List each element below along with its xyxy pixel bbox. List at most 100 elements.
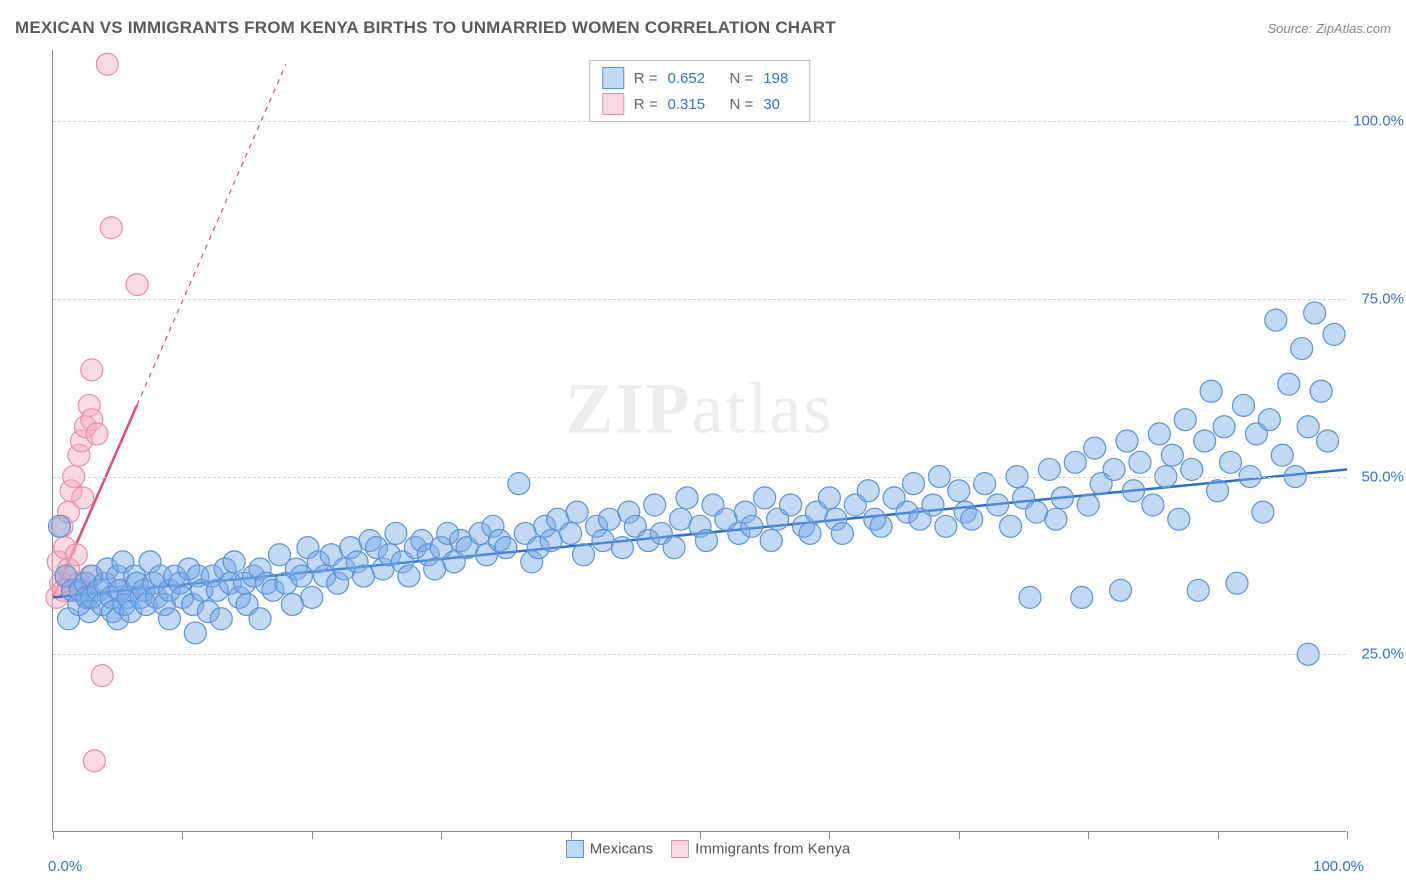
data-point — [1213, 416, 1235, 438]
data-point — [281, 594, 303, 616]
data-point — [857, 480, 879, 502]
data-point — [870, 515, 892, 537]
gridline — [53, 299, 1346, 300]
data-point — [1019, 586, 1041, 608]
data-point — [1077, 494, 1099, 516]
source-prefix: Source: — [1267, 21, 1315, 36]
r-label: R = — [634, 70, 658, 87]
data-point — [1304, 302, 1326, 324]
data-point — [1000, 515, 1022, 537]
x-tick — [1218, 831, 1219, 839]
data-point — [611, 537, 633, 559]
data-point — [65, 544, 87, 566]
data-point — [81, 359, 103, 381]
data-point — [754, 487, 776, 509]
data-point — [1252, 501, 1274, 523]
data-point — [184, 622, 206, 644]
x-tick — [1347, 831, 1348, 839]
data-point — [1025, 501, 1047, 523]
data-point — [1226, 572, 1248, 594]
data-point — [948, 480, 970, 502]
x-tick — [959, 831, 960, 839]
data-point — [592, 530, 614, 552]
x-tick — [312, 831, 313, 839]
n-value: 30 — [763, 96, 797, 113]
data-point — [1220, 451, 1242, 473]
data-point — [1161, 444, 1183, 466]
data-point — [566, 501, 588, 523]
x-tick — [1088, 831, 1089, 839]
data-point — [540, 530, 562, 552]
data-point — [91, 665, 113, 687]
data-point — [1278, 373, 1300, 395]
chart-header: MEXICAN VS IMMIGRANTS FROM KENYA BIRTHS … — [15, 18, 1391, 38]
n-label: N = — [730, 70, 754, 87]
data-point — [922, 494, 944, 516]
data-point — [72, 487, 94, 509]
scatter-svg — [53, 50, 1346, 831]
data-point — [1110, 579, 1132, 601]
data-point — [780, 494, 802, 516]
data-point — [83, 750, 105, 772]
data-point — [385, 522, 407, 544]
data-point — [1051, 487, 1073, 509]
data-point — [100, 217, 122, 239]
r-label: R = — [634, 96, 658, 113]
data-point — [158, 608, 180, 630]
data-point — [961, 508, 983, 530]
x-tick — [700, 831, 701, 839]
y-tick-label: 25.0% — [1361, 646, 1404, 663]
stats-legend: R =0.652N =198R =0.315N =30 — [589, 60, 811, 122]
data-point — [935, 515, 957, 537]
data-point — [1148, 423, 1170, 445]
data-point — [96, 53, 118, 75]
y-tick-label: 50.0% — [1361, 468, 1404, 485]
gridline — [53, 654, 1346, 655]
data-point — [249, 608, 271, 630]
n-value: 198 — [763, 70, 797, 87]
y-tick-label: 75.0% — [1361, 290, 1404, 307]
data-point — [398, 565, 420, 587]
data-point — [695, 530, 717, 552]
x-tick — [829, 831, 830, 839]
data-point — [1071, 586, 1093, 608]
legend-label-kenya: Immigrants from Kenya — [695, 841, 850, 858]
source-name: ZipAtlas.com — [1316, 21, 1391, 36]
data-point — [1291, 338, 1313, 360]
data-point — [1142, 494, 1164, 516]
x-max-label: 100.0% — [1313, 858, 1364, 875]
data-point — [1310, 380, 1332, 402]
data-point — [1258, 409, 1280, 431]
data-point — [1174, 409, 1196, 431]
data-point — [1122, 480, 1144, 502]
x-tick — [571, 831, 572, 839]
data-point — [301, 586, 323, 608]
data-point — [1129, 451, 1151, 473]
data-point — [831, 522, 853, 544]
x-min-label: 0.0% — [48, 858, 82, 875]
data-point — [126, 274, 148, 296]
data-point — [799, 522, 821, 544]
data-point — [760, 530, 782, 552]
data-point — [1207, 480, 1229, 502]
data-point — [1323, 323, 1345, 345]
data-point — [1265, 309, 1287, 331]
data-point — [353, 565, 375, 587]
data-point — [1168, 508, 1190, 530]
series-legend: Mexicans Immigrants from Kenya — [52, 840, 1346, 858]
data-point — [424, 558, 446, 580]
legend-swatch — [671, 840, 689, 858]
data-point — [1084, 437, 1106, 459]
legend-label-mexicans: Mexicans — [590, 841, 653, 858]
data-point — [1187, 579, 1209, 601]
data-point — [495, 537, 517, 559]
x-tick — [441, 831, 442, 839]
data-point — [86, 423, 108, 445]
r-value: 0.315 — [668, 96, 720, 113]
data-point — [1194, 430, 1216, 452]
stats-row-mexicans: R =0.652N =198 — [602, 65, 798, 91]
legend-swatch — [602, 67, 624, 89]
data-point — [1116, 430, 1138, 452]
legend-swatch — [566, 840, 584, 858]
data-point — [676, 487, 698, 509]
